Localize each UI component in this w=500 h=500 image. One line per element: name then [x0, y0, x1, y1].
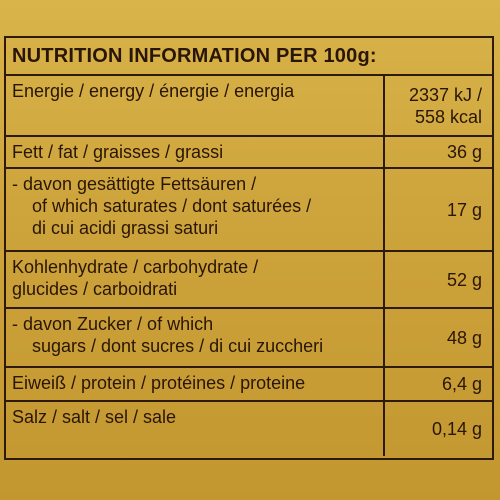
label-fat: Fett / fat / graisses / grassi — [6, 136, 384, 169]
label-protein: Eiweiß / protein / protéines / proteine — [6, 367, 384, 402]
row-energy: Energie / energy / énergie / energia 233… — [6, 76, 492, 137]
row-carbohydrate: Kohlenhydrate / carbohydrate / glucides … — [6, 251, 492, 309]
value-fat: 36 g — [383, 136, 492, 169]
value-kcal: 558 kcal — [414, 106, 482, 127]
label-line: Kohlenhydrate / carbohydrate / — [12, 257, 259, 277]
value-kj: 2337 kJ / — [408, 84, 482, 105]
label-energy: Energie / energy / énergie / energia — [6, 76, 384, 137]
row-fat: Fett / fat / graisses / grassi 36 g — [6, 136, 492, 169]
label-line: - davon gesättigte Fettsäuren / — [12, 174, 257, 194]
row-protein: Eiweiß / protein / protéines / proteine … — [6, 367, 492, 402]
label-line: di cui acidi grassi saturi — [32, 218, 219, 238]
row-sugars: - davon Zucker / of which sugars / dont … — [6, 308, 492, 368]
label-carbohydrate: Kohlenhydrate / carbohydrate / glucides … — [6, 251, 384, 309]
value-carbohydrate: 52 g — [383, 251, 492, 309]
value-salt: 0,14 g — [383, 401, 492, 456]
value-protein: 6,4 g — [383, 367, 492, 402]
label-line: Fett / fat / graisses / grassi — [12, 142, 224, 162]
value-saturates: 17 g — [383, 168, 492, 252]
label-sugars: - davon Zucker / of which sugars / dont … — [6, 308, 384, 368]
value-energy: 2337 kJ / 558 kcal — [383, 76, 492, 137]
label-line: of which saturates / dont saturées / — [32, 196, 312, 216]
row-saturates: - davon gesättigte Fettsäuren / of which… — [6, 168, 492, 252]
label-line: Eiweiß / protein / protéines / proteine — [12, 373, 306, 393]
label-line: - davon Zucker / of which — [12, 314, 214, 334]
label-line: Energie / energy / énergie / energia — [12, 81, 295, 101]
nutrition-table: Energie / energy / énergie / energia 233… — [6, 76, 492, 456]
label-line: glucides / carboidrati — [12, 279, 178, 299]
label-saturates: - davon gesättigte Fettsäuren / of which… — [6, 168, 384, 252]
nutrition-label: NUTRITION INFORMATION PER 100g: Energie … — [4, 36, 494, 460]
label-salt: Salz / salt / sel / sale — [6, 401, 384, 456]
label-line: sugars / dont sucres / di cui zuccheri — [32, 336, 324, 356]
nutrition-title: NUTRITION INFORMATION PER 100g: — [6, 38, 492, 76]
row-salt: Salz / salt / sel / sale 0,14 g — [6, 401, 492, 456]
label-line: Salz / salt / sel / sale — [12, 407, 177, 427]
value-sugars: 48 g — [383, 308, 492, 368]
